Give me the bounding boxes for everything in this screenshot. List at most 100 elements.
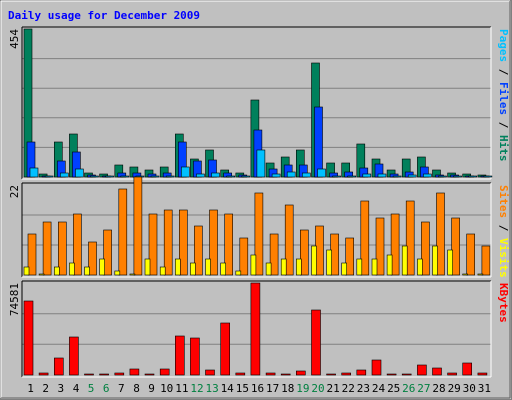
day-label-17: 17 (266, 382, 279, 395)
bar-visits-day-27 (421, 221, 430, 276)
bar-pages-day-31 (483, 175, 493, 178)
bar-sites-day-2 (38, 273, 45, 276)
day-label-4: 4 (73, 382, 80, 395)
bar-sites-day-5 (84, 266, 90, 276)
bar-sites-day-29 (447, 249, 453, 276)
bar-visits-day-9 (148, 213, 158, 276)
bar-sites-day-6 (99, 258, 105, 276)
bar-sites-day-14 (220, 262, 226, 276)
day-label-31: 31 (478, 382, 491, 395)
bar-visits-day-4 (73, 213, 82, 276)
bar-visits-day-28 (436, 192, 445, 276)
legend-entry: Visits (497, 238, 510, 278)
bar-pages-day-3 (59, 172, 69, 178)
bar-pages-day-4 (75, 168, 84, 178)
bar-pages-day-16 (256, 149, 266, 178)
bar-visits-day-12 (194, 225, 203, 276)
bar-kbytes-day-30 (462, 362, 473, 376)
bar-visits-day-25 (390, 213, 400, 276)
scale-label: 454 (8, 29, 21, 49)
bar-kbytes-day-19 (295, 370, 306, 376)
day-label-11: 11 (175, 382, 188, 395)
bar-kbytes-day-24 (371, 359, 382, 376)
chart-panels: 454 22 74581 (8, 26, 493, 378)
bar-pages-day-2 (44, 175, 54, 178)
bar-pages-day-19 (301, 172, 311, 178)
bar-sites-day-30 (462, 273, 469, 276)
bar-kbytes-day-1 (23, 300, 34, 376)
bar-kbytes-day-15 (235, 372, 246, 376)
bar-pages-day-18 (286, 171, 296, 178)
bar-kbytes-day-23 (356, 369, 367, 376)
day-label-9: 9 (148, 382, 155, 395)
bar-kbytes-day-14 (220, 322, 230, 376)
bar-sites-day-22 (341, 262, 348, 276)
bar-sites-day-8 (129, 273, 136, 276)
bar-kbytes-day-2 (38, 372, 49, 376)
bar-sites-day-31 (477, 273, 484, 276)
bar-visits-day-11 (179, 209, 188, 276)
bar-pages-day-23 (362, 173, 372, 178)
bar-pages-day-24 (377, 173, 387, 178)
bar-visits-day-30 (466, 233, 476, 276)
bar-sites-day-13 (205, 258, 211, 276)
bar-kbytes-day-7 (114, 372, 125, 376)
bar-sites-day-12 (190, 262, 196, 276)
bar-visits-day-17 (269, 233, 279, 276)
day-label-27: 27 (417, 382, 430, 395)
day-label-29: 29 (448, 382, 461, 395)
day-label-24: 24 (372, 382, 386, 395)
bar-visits-day-1 (27, 233, 37, 276)
bar-kbytes-day-5 (84, 373, 94, 376)
bar-visits-day-8 (133, 176, 143, 276)
bar-visits-day-7 (118, 188, 128, 276)
bar-pages-day-1 (29, 167, 39, 178)
day-label-18: 18 (281, 382, 294, 395)
bar-pages-day-20 (317, 168, 326, 178)
bar-pages-day-15 (241, 175, 251, 178)
bar-sites-day-4 (69, 262, 75, 276)
legend-entry: Pages (497, 29, 510, 62)
day-label-12: 12 (190, 382, 203, 395)
legend-kbytes: KBytes (497, 283, 510, 323)
bar-kbytes-day-22 (341, 372, 352, 376)
bar-visits-day-2 (42, 221, 52, 276)
bar-visits-day-3 (57, 221, 67, 276)
day-label-6: 6 (103, 382, 110, 395)
day-axis: 1 2 3 4 5 6 7 8 9 10 11 12 13 14 15 16 17 18 19 20 21 22 23 24 2… (27, 382, 491, 395)
bar-kbytes-day-11 (175, 335, 185, 376)
legend-entry: Hits (497, 135, 510, 162)
bar-kbytes-day-6 (99, 373, 109, 376)
bar-kbytes-day-28 (432, 367, 442, 376)
bar-pages-day-21 (332, 175, 341, 178)
bar-pages-day-30 (468, 175, 478, 178)
bar-visits-day-29 (451, 217, 460, 276)
bar-sites-day-16 (250, 254, 257, 276)
bar-visits-day-18 (284, 204, 294, 276)
bar-sites-day-20 (311, 245, 317, 276)
bar-kbytes-day-31 (477, 372, 488, 376)
bar-pages-day-27 (423, 173, 432, 178)
bar-kbytes-day-9 (144, 373, 155, 376)
bar-kbytes-day-3 (53, 357, 64, 376)
day-label-8: 8 (133, 382, 140, 395)
bar-visits-day-14 (224, 213, 233, 276)
bar-visits-day-16 (254, 192, 264, 276)
bar-pages-day-7 (120, 175, 130, 178)
day-label-20: 20 (311, 382, 324, 395)
bar-visits-day-22 (345, 237, 355, 276)
bar-pages-day-17 (271, 173, 281, 178)
panel-hits-files-pages: 454 (8, 26, 493, 180)
bar-sites-day-24 (371, 258, 378, 276)
bar-pages-day-25 (392, 175, 402, 178)
scale-label: 74581 (8, 283, 21, 316)
legend-entry: Sites (497, 185, 510, 218)
bar-pages-day-26 (407, 174, 417, 178)
bar-kbytes-day-10 (159, 368, 170, 376)
bar-kbytes-day-29 (447, 372, 457, 376)
bar-visits-day-6 (103, 229, 112, 276)
scale-label: 22 (8, 185, 21, 198)
day-label-1: 1 (27, 382, 34, 395)
